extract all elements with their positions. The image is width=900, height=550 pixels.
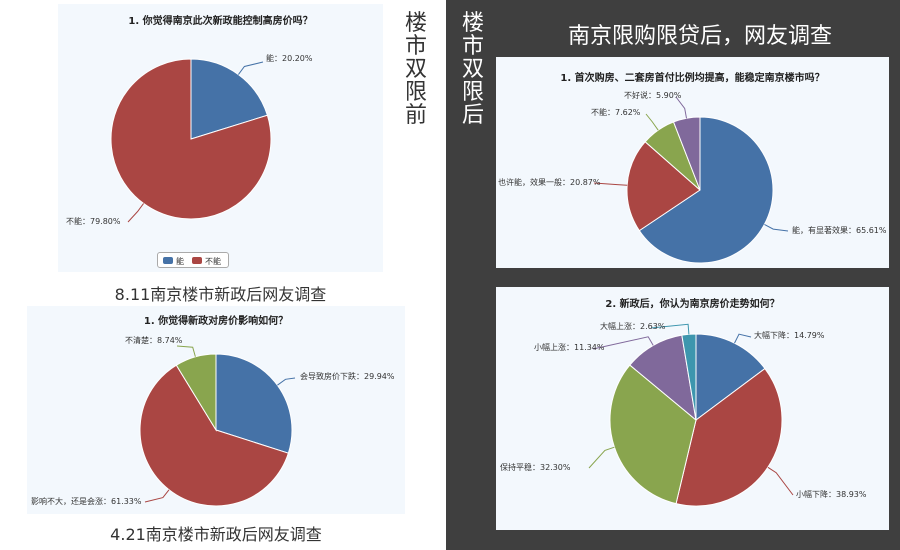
pie-slice-2-3 [175, 353, 217, 432]
chart-title-3: 1. 首次购房、二套房首付比例均提高，能稳定南京楼市吗？ [560, 73, 825, 84]
pie-connector-2-1 [277, 377, 296, 386]
chart-panel-1: 1. 你觉得南京此次新政能控制高房价吗？ 能：20.20% 不能：79.80% [58, 4, 383, 272]
pie-connector-2-3 [176, 345, 196, 357]
chart-title-1: 1. 你觉得南京此次新政能控制高房价吗？ [128, 16, 313, 27]
pie-chart-1: 能：20.20% 不能：79.80% [66, 53, 313, 226]
pie-label-3-1: 能，有显著效果：65.61% [792, 225, 887, 235]
pie-label-3-2: 也许能，效果一般：20.87% [498, 177, 601, 187]
chart-legend-1: 能 不能 [157, 252, 229, 268]
legend-label-no: 不能 [205, 257, 221, 266]
pie-connector-4-4 [592, 336, 654, 350]
pie-connector-3-2 [593, 182, 628, 186]
pie-label-3-4: 不好说：5.90% [624, 90, 682, 100]
pie-connector-4-2 [767, 466, 794, 496]
pie-slice-4-1 [695, 333, 766, 421]
chart-title-4: 2. 新政后，你认为南京房价走势如何？ [605, 299, 780, 310]
pie-chart-2: 会导致房价下跌：29.94% 影响不大，还是会涨：61.33% 不清楚：8.74% [31, 335, 395, 507]
pie-label-4-4: 小幅上涨：11.34% [534, 342, 605, 352]
pie-label-2-1: 会导致房价下跌：29.94% [300, 371, 395, 381]
pie-slice-3-1 [638, 116, 774, 264]
chart-panel-3: 1. 首次购房、二套房首付比例均提高，能稳定南京楼市吗？ 能，有显著效果：65.… [496, 57, 889, 268]
pie-connector-4-5 [650, 323, 690, 335]
chart-panel-4: 2. 新政后，你认为南京房价走势如何？ 大幅下降：14.79% 小幅下降：38.9… [496, 287, 889, 530]
pie-connector-4-1 [734, 333, 752, 344]
pie-connector-4-3 [588, 446, 615, 469]
pie-connector-3-1 [764, 223, 789, 232]
pie-slice-2-1 [215, 353, 293, 454]
legend-label-yes: 能 [176, 257, 184, 266]
pie-connector-3-4 [675, 96, 687, 119]
pie-label-4-2: 小幅下降：38.93% [796, 489, 867, 499]
pie-label-2-3: 不清楚：8.74% [125, 335, 183, 345]
pie-connector-1-1 [237, 61, 264, 75]
pie-label-1-2: 不能：79.80% [66, 216, 121, 226]
pie-label-4-1: 大幅下降：14.79% [754, 330, 825, 340]
caption-2: 4.21南京楼市新政后网友调查 [110, 525, 322, 544]
pie-connector-3-3 [645, 113, 659, 131]
pie-slice-4-2 [675, 367, 783, 507]
pie-label-3-3: 不能：7.62% [591, 107, 641, 117]
pie-connector-1-2 [127, 203, 145, 223]
pie-connector-2-2 [144, 489, 170, 503]
pie-chart-3: 能，有显著效果：65.61% 也许能，效果一般：20.87% 不能：7.62% 不好说… [498, 90, 887, 264]
pie-slice-2-2 [139, 364, 289, 507]
pie-label-4-3: 保持平稳：32.30% [500, 462, 571, 472]
title-before: 楼市双限前 [404, 11, 427, 128]
chart-title-2: 1. 你觉得新政对房价影响如何？ [143, 316, 289, 327]
pie-label-2-2: 影响不大，还是会涨：61.33% [31, 496, 142, 506]
right-title: 南京限购限贷后，网友调查 [567, 24, 832, 49]
caption-1: 8.11南京楼市新政后网友调查 [114, 285, 327, 304]
pie-slice-4-3 [609, 364, 697, 505]
legend-swatch-yes [163, 257, 173, 264]
pie-label-4-5: 大幅上涨：2.63% [600, 321, 666, 331]
pie-label-1-1: 能：20.20% [266, 53, 313, 63]
legend-swatch-no [192, 257, 202, 264]
chart-panel-2: 1. 你觉得新政对房价影响如何？ 会导致房价下跌：29.94% 影响不大，还是会涨… [27, 306, 405, 514]
title-after: 楼市双限后 [461, 11, 484, 128]
pie-chart-4: 大幅下降：14.79% 小幅下降：38.93% 保持平稳：32.30% 小幅上涨：11… [500, 321, 867, 507]
